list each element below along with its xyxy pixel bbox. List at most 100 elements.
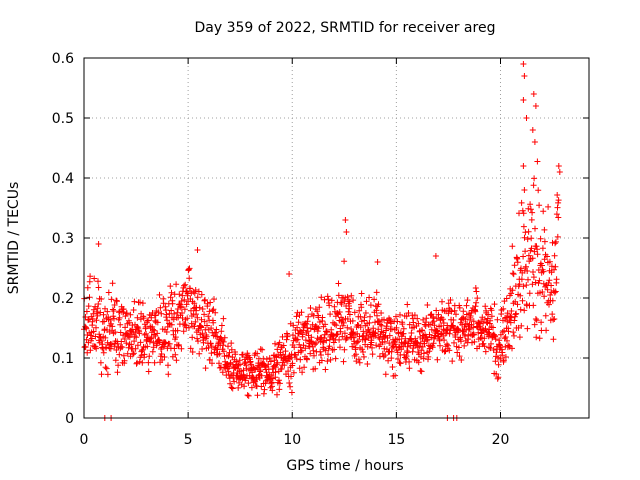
data-point <box>208 325 215 332</box>
data-point <box>143 330 150 337</box>
data-point <box>344 324 351 331</box>
y-tick-label: 0.3 <box>52 231 74 247</box>
data-point <box>523 282 530 289</box>
data-point <box>134 323 141 330</box>
data-point <box>187 285 194 292</box>
data-point <box>102 334 109 341</box>
data-point <box>185 266 192 273</box>
data-point <box>202 296 208 303</box>
data-point <box>111 315 117 322</box>
data-point <box>213 326 220 333</box>
data-point <box>326 343 333 350</box>
data-point <box>341 258 348 265</box>
data-point <box>514 259 521 266</box>
data-point <box>112 329 119 336</box>
data-point <box>521 73 528 79</box>
data-point <box>112 357 119 364</box>
data-point <box>482 348 489 355</box>
data-point <box>137 339 144 346</box>
data-point <box>529 209 536 216</box>
data-point <box>146 353 153 360</box>
data-point <box>516 281 523 288</box>
data-point <box>483 319 490 326</box>
data-point <box>541 226 548 233</box>
data-point <box>436 336 443 343</box>
data-point <box>355 338 362 345</box>
data-point <box>403 353 410 360</box>
data-point <box>280 342 287 349</box>
data-point <box>107 345 114 352</box>
data-point <box>139 346 146 353</box>
data-point <box>517 306 524 313</box>
data-point <box>435 311 442 318</box>
data-point <box>533 334 540 341</box>
data-point <box>493 349 500 356</box>
data-point <box>547 292 554 298</box>
data-point <box>530 91 537 97</box>
data-point <box>178 304 185 311</box>
data-point <box>151 359 158 366</box>
data-point <box>532 103 539 109</box>
data-point <box>466 325 473 332</box>
data-point <box>225 343 231 350</box>
x-tick-label: 10 <box>283 432 301 448</box>
data-point <box>166 320 173 327</box>
data-point <box>336 336 343 343</box>
data-point <box>495 361 502 368</box>
data-point <box>546 277 553 284</box>
data-point <box>149 348 156 355</box>
data-point <box>205 313 212 320</box>
data-point <box>396 336 403 343</box>
data-point <box>254 392 261 399</box>
data-point <box>539 245 546 252</box>
data-point <box>297 356 304 363</box>
data-point <box>511 262 518 269</box>
data-point <box>438 322 445 329</box>
data-point <box>150 326 157 333</box>
data-point <box>192 287 199 293</box>
data-point <box>328 297 335 304</box>
data-point <box>276 380 283 387</box>
data-point <box>294 324 301 331</box>
data-point <box>326 336 333 343</box>
data-point <box>350 297 357 304</box>
data-point <box>500 357 507 364</box>
data-point <box>554 204 561 211</box>
data-point <box>254 350 261 357</box>
data-point <box>404 343 411 350</box>
data-point <box>551 252 558 259</box>
data-point <box>131 338 138 345</box>
data-point <box>550 316 557 323</box>
data-point <box>152 317 159 324</box>
data-point <box>205 344 212 351</box>
data-point <box>285 368 292 375</box>
data-point <box>482 325 489 332</box>
data-point <box>519 297 526 304</box>
data-point <box>148 334 155 341</box>
data-point <box>102 364 109 371</box>
data-point <box>146 338 153 345</box>
data-point <box>295 349 302 356</box>
data-point <box>220 315 227 322</box>
data-point <box>424 336 431 343</box>
data-point <box>134 314 141 321</box>
data-point <box>355 356 362 363</box>
data-point <box>500 305 507 312</box>
data-point <box>304 356 310 363</box>
data-point <box>313 340 320 346</box>
data-point <box>444 341 450 348</box>
data-point <box>227 380 234 387</box>
data-point <box>95 241 102 247</box>
data-point <box>346 298 353 305</box>
data-point <box>520 253 527 260</box>
data-point <box>87 347 94 354</box>
data-point <box>324 329 331 336</box>
data-point <box>201 318 208 325</box>
data-point <box>168 289 175 296</box>
data-point <box>116 351 123 358</box>
data-point <box>524 325 531 332</box>
data-point <box>95 284 102 291</box>
data-point <box>274 346 281 353</box>
data-point <box>509 287 516 294</box>
data-point <box>520 210 527 217</box>
